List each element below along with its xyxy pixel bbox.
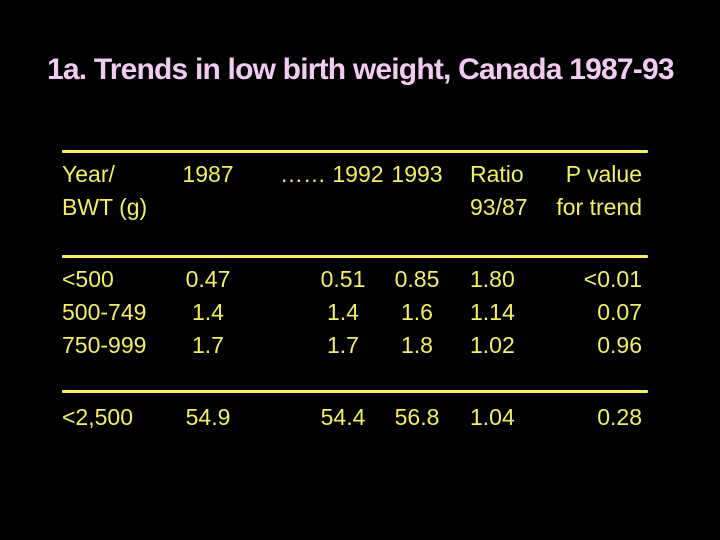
header-col-1992: …… 1992 xyxy=(280,161,384,187)
row-value-1993: 1.8 xyxy=(401,332,433,358)
header-trend-sub-label: for trend xyxy=(556,194,642,220)
row-value-1993: 0.85 xyxy=(394,266,440,292)
header-bwt-label: BWT (g) xyxy=(62,194,148,220)
header-ratio-sub-label: 93/87 xyxy=(470,194,528,220)
header-col-p-value: P value xyxy=(565,161,642,187)
row-value-ratio: 1.14 xyxy=(470,299,515,325)
total-value-p: 0.28 xyxy=(597,404,642,430)
total-value-ratio: 1.04 xyxy=(470,404,515,430)
header-col-1987: 1987 xyxy=(182,161,234,187)
table-header-row-1: Year/ 1987 …… 1992 1993 Ratio P value xyxy=(0,158,720,191)
header-col-ratio: Ratio xyxy=(470,161,524,187)
row-bwt-label: <500 xyxy=(62,266,114,292)
table-row: 500-749 1.4 1.4 1.6 1.14 0.07 xyxy=(0,296,720,329)
row-value-1993: 1.6 xyxy=(401,299,433,325)
row-value-p: <0.01 xyxy=(583,266,642,292)
row-bwt-label: 750-999 xyxy=(62,332,147,358)
header-col-1993: 1993 xyxy=(391,161,443,187)
total-bwt-label: <2,500 xyxy=(62,404,133,430)
row-value-ratio: 1.02 xyxy=(470,332,515,358)
header-year-label: Year/ xyxy=(62,161,115,187)
table-bottom-rule xyxy=(62,390,648,393)
table-total-row: <2,500 54.9 54.4 56.8 1.04 0.28 xyxy=(0,401,720,434)
row-bwt-label: 500-749 xyxy=(62,299,147,325)
total-value-1992: 54.4 xyxy=(320,404,366,430)
table-header-row-2: BWT (g) 93/87 for trend xyxy=(0,191,720,224)
slide-title: 1a. Trends in low birth weight, Canada 1… xyxy=(47,53,675,86)
table-row: 750-999 1.7 1.7 1.8 1.02 0.96 xyxy=(0,329,720,362)
table-mid-rule xyxy=(62,255,648,258)
row-value-1987: 1.4 xyxy=(192,299,224,325)
table-top-rule xyxy=(62,150,648,153)
row-value-1992: 0.51 xyxy=(320,266,366,292)
row-value-1987: 1.7 xyxy=(192,332,224,358)
row-value-p: 0.96 xyxy=(597,332,642,358)
row-value-1992: 1.7 xyxy=(327,332,359,358)
total-value-1987: 54.9 xyxy=(185,404,231,430)
table-row: <500 0.47 0.51 0.85 1.80 <0.01 xyxy=(0,263,720,296)
row-value-1987: 0.47 xyxy=(185,266,231,292)
row-value-1992: 1.4 xyxy=(327,299,359,325)
row-value-p: 0.07 xyxy=(597,299,642,325)
row-value-ratio: 1.80 xyxy=(470,266,515,292)
total-value-1993: 56.8 xyxy=(394,404,440,430)
